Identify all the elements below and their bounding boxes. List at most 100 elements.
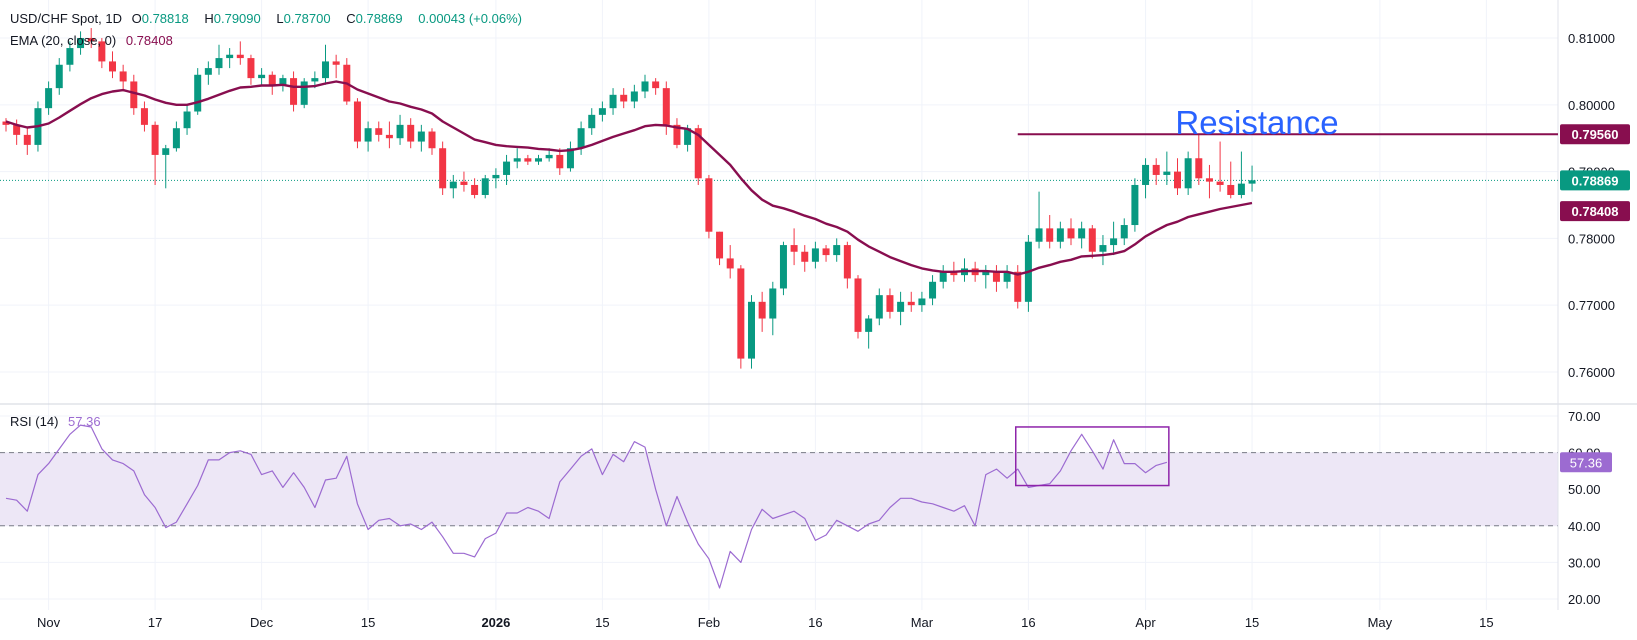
time-tick-label: 15 (1479, 615, 1493, 630)
candle-body (1216, 181, 1224, 185)
candle-body (215, 58, 223, 69)
candle-body (535, 158, 542, 162)
rsi-tick-label: 30.00 (1568, 555, 1601, 570)
time-tick-label: Feb (698, 615, 720, 630)
open-label: O (131, 11, 142, 26)
candle-body (300, 81, 308, 105)
candle-body (1184, 158, 1192, 189)
candle-body (1163, 171, 1171, 175)
candle-body (843, 245, 851, 279)
candle-body (1003, 271, 1011, 282)
candle-body (758, 301, 766, 319)
candle-body (1078, 228, 1086, 239)
time-tick-label: Dec (250, 615, 274, 630)
candle-body (1120, 225, 1128, 239)
candle-body (87, 38, 95, 42)
candle-body (1195, 158, 1203, 179)
candle-body (1131, 184, 1139, 226)
rsi-tick-label: 40.00 (1568, 519, 1601, 534)
candle-body (226, 54, 234, 59)
candle-body (55, 64, 63, 89)
candle-body (258, 74, 266, 79)
high-value: 0.79090 (213, 11, 261, 26)
candle-body (1110, 238, 1118, 246)
candle-body (439, 148, 447, 189)
candle-body (801, 251, 809, 262)
time-tick-label: 17 (148, 615, 162, 630)
candle-body (992, 271, 1000, 282)
candle-body (151, 124, 159, 155)
rsi-highlight-box[interactable] (1015, 426, 1170, 487)
candle-body (1046, 228, 1054, 242)
candle-body (769, 288, 777, 319)
candle-body (375, 128, 383, 135)
candle-body (513, 158, 521, 162)
rsi-badge-text: 57.36 (1570, 455, 1603, 470)
candle-body (716, 231, 724, 259)
ohlc-legend: USD/CHF Spot, 1D O0.78818 H0.79090 L0.78… (10, 11, 528, 26)
candle-body (130, 81, 138, 109)
close-value: 0.78869 (355, 11, 403, 26)
price-badges: 0.79560 0.78869 0.78408 57.36 (1560, 124, 1630, 473)
candle-body (460, 181, 468, 185)
candle-body (471, 184, 479, 195)
candle-body (1205, 178, 1213, 182)
candle-body (268, 74, 276, 85)
candle-body (779, 245, 787, 289)
candle-body (194, 74, 202, 112)
candle-body (524, 158, 532, 162)
candles (2, 28, 1256, 369)
resistance-label[interactable]: Resistance (1175, 104, 1338, 141)
candle-body (322, 61, 329, 79)
candle-body (492, 174, 500, 179)
ema-legend[interactable]: EMA (20, close, 0) 0.78408 (10, 33, 179, 48)
time-tick-label: 2026 (481, 615, 510, 630)
candle-body (1142, 164, 1150, 185)
candle-body (1174, 171, 1181, 189)
time-tick-label: 15 (1245, 615, 1259, 630)
candle-body (279, 78, 287, 85)
price-tick-label: 0.78000 (1568, 231, 1615, 246)
candle-body (236, 54, 244, 59)
candle-body (204, 68, 212, 75)
candle-body (918, 298, 926, 306)
candle-body (545, 154, 553, 159)
candle-body (162, 148, 170, 155)
time-tick-label: May (1368, 615, 1393, 630)
candle-body (503, 161, 511, 175)
ema-badge (1560, 201, 1630, 222)
candle-body (1035, 228, 1043, 242)
candle-body (407, 124, 415, 142)
candle-body (364, 128, 372, 142)
candle-body (609, 94, 617, 109)
time-tick-label: Apr (1135, 615, 1156, 630)
candle-body (929, 281, 937, 299)
time-tick-label: 16 (1021, 615, 1035, 630)
candle-body (662, 88, 670, 125)
candle-body (652, 81, 660, 89)
candle-body (45, 88, 53, 109)
time-axis[interactable]: Nov 17 Dec 15 2026 15 Feb 16 Mar 16 Apr 15 May 15 (37, 615, 1494, 630)
candle-body (673, 124, 681, 145)
candle-body (865, 318, 873, 332)
candle-body (311, 78, 319, 82)
symbol-title[interactable]: USD/CHF Spot, 1D (10, 11, 122, 26)
candle-body (1088, 228, 1096, 252)
rsi-legend[interactable]: RSI (14) 57.36 (10, 414, 107, 429)
candle-body (577, 128, 585, 149)
candle-body (705, 178, 713, 232)
ema-value: 0.78408 (125, 33, 173, 48)
rsi-badge (1560, 452, 1612, 473)
candle-body (13, 124, 21, 135)
candle-body (481, 178, 489, 195)
candle-body (748, 301, 755, 359)
price-tick-label: 0.76000 (1568, 365, 1615, 380)
time-tick-label: Mar (911, 615, 934, 630)
candle-body (247, 58, 255, 79)
candle-body (897, 301, 905, 312)
candle-body (641, 81, 649, 92)
candle-body (1248, 180, 1256, 184)
candle-body (822, 248, 830, 256)
